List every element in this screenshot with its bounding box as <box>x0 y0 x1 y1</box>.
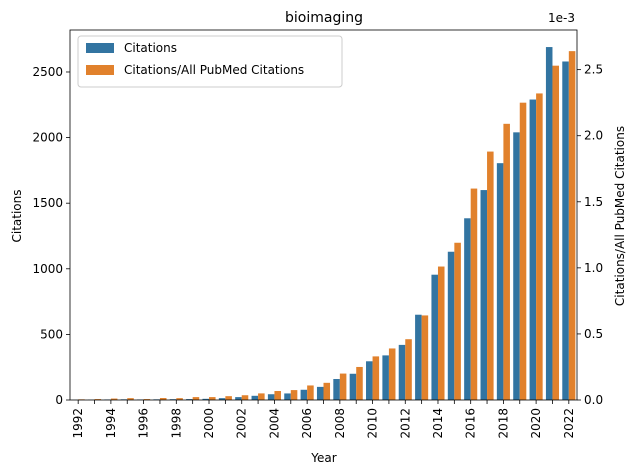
ratio-bar-2000 <box>209 397 216 400</box>
citations-bar-2004 <box>267 394 275 400</box>
ratio-bar-2009 <box>356 366 363 400</box>
y-tick-label-right: 0.5 <box>584 327 603 341</box>
citations-bar-2008 <box>333 379 340 400</box>
axes-group: 0 500 1000 1500 2000 2500 0.0 0.5 1.0 1.5 2.0 2.5 19… <box>32 29 603 439</box>
ratio-bar-2012 <box>405 339 412 400</box>
bars-group <box>71 47 576 401</box>
ratio-bar-1994 <box>110 398 118 400</box>
citations-bar-2017 <box>480 190 488 400</box>
ratio-bar-2007 <box>323 382 331 400</box>
ratio-bar-2019 <box>519 102 527 401</box>
ratio-bar-2013 <box>421 315 429 400</box>
right-axis-offset-text: 1e-3 <box>548 11 575 25</box>
citations-bar-2019 <box>513 132 520 400</box>
ratio-bar-2022 <box>568 51 576 400</box>
x-axis-title: Year <box>310 451 336 465</box>
ratio-bar-1995 <box>127 398 134 400</box>
ratio-bar-2017 <box>487 151 494 400</box>
citations-bar-2016 <box>464 218 471 400</box>
citations-bar-2022 <box>562 61 569 401</box>
legend-swatch-citations <box>86 43 114 53</box>
ratio-bar-1997 <box>159 398 167 400</box>
ratio-bar-2004 <box>274 391 281 400</box>
ratio-bar-2006 <box>307 385 314 400</box>
citations-bar-2001 <box>218 398 226 400</box>
ratio-bar-2008 <box>339 373 347 400</box>
chart-title: bioimaging <box>285 10 363 26</box>
legend-swatch-ratio <box>86 65 114 75</box>
x-tick-label: 2000 <box>202 408 216 439</box>
citations-bar-2014 <box>431 274 438 400</box>
x-tick-label: 2018 <box>496 408 510 439</box>
ratio-bar-2002 <box>241 395 249 400</box>
citations-bar-2021 <box>545 47 553 401</box>
x-tick-label: 1994 <box>104 408 118 439</box>
y-tick-label-left: 1500 <box>32 196 63 210</box>
x-tick-label: 1996 <box>137 408 151 439</box>
citations-bar-2015 <box>447 251 455 400</box>
y-axis-title-right: Citations/All PubMed Citations <box>613 126 627 306</box>
ratio-bar-2011 <box>388 348 396 400</box>
x-tick-label: 2016 <box>464 408 478 439</box>
ratio-bar-1996 <box>143 399 151 400</box>
x-tick-label: 2020 <box>529 408 543 439</box>
y-tick-label-left: 500 <box>40 327 63 341</box>
y-axis-title-left: Citations <box>10 189 24 242</box>
x-tick-label: 2008 <box>333 408 347 439</box>
ratio-bar-2015 <box>454 242 461 400</box>
ratio-bar-2005 <box>290 390 298 400</box>
ratio-bar-2014 <box>437 266 445 400</box>
y-tick-label-left: 2500 <box>32 65 63 79</box>
citations-bar-2002 <box>235 397 242 400</box>
x-tick-label: 2012 <box>398 408 412 439</box>
y-tick-label-right: 1.5 <box>584 195 603 209</box>
ratio-bar-2020 <box>536 93 543 401</box>
ratio-bar-2003 <box>258 393 265 400</box>
ratio-bar-1999 <box>192 397 200 400</box>
citations-bar-2012 <box>398 344 406 400</box>
x-tick-label: 2006 <box>300 408 314 439</box>
ratio-bar-2018 <box>503 123 510 400</box>
citations-bar-2007 <box>316 386 324 400</box>
x-tick-label: 2010 <box>366 408 380 439</box>
x-tick-label: 2014 <box>431 408 445 439</box>
legend-label-ratio: Citations/All PubMed Citations <box>124 63 304 77</box>
y-tick-label-right: 0.0 <box>584 393 603 407</box>
legend: Citations Citations/All PubMed Citations <box>77 35 343 88</box>
citations-bar-1999 <box>186 399 193 400</box>
x-tick-label: 2022 <box>562 408 576 439</box>
citations-bar-2011 <box>382 355 389 400</box>
ratio-bar-2001 <box>225 396 232 400</box>
y-tick-label-left: 2000 <box>32 131 63 145</box>
citations-bar-2018 <box>496 163 504 400</box>
y-tick-label-left: 1000 <box>32 262 63 276</box>
ratio-bar-2016 <box>470 188 478 400</box>
y-tick-label-right: 2.0 <box>584 129 603 143</box>
citations-bar-2009 <box>349 373 357 400</box>
citations-bar-2003 <box>251 395 259 400</box>
y-tick-label-right: 2.5 <box>584 63 603 77</box>
citations-bar-2013 <box>415 314 422 400</box>
y-tick-label-left: 0 <box>55 393 63 407</box>
ratio-bar-2021 <box>552 65 560 401</box>
y-tick-label-right: 1.0 <box>584 261 603 275</box>
citations-bar-2005 <box>284 393 291 400</box>
x-tick-label: 2002 <box>235 408 249 439</box>
citations-bar-2006 <box>300 389 308 400</box>
x-tick-label: 2004 <box>267 408 281 439</box>
citations-bar-2010 <box>366 361 373 400</box>
citations-bar-2000 <box>202 398 210 400</box>
x-tick-label: 1998 <box>169 408 183 439</box>
citations-bar-2020 <box>529 99 537 400</box>
ratio-bar-1993 <box>94 399 102 400</box>
legend-label-citations: Citations <box>124 41 177 55</box>
ratio-bar-1998 <box>176 398 183 400</box>
ratio-bar-2010 <box>372 356 380 400</box>
x-tick-label: 1992 <box>71 408 85 439</box>
legend-frame <box>77 35 343 88</box>
